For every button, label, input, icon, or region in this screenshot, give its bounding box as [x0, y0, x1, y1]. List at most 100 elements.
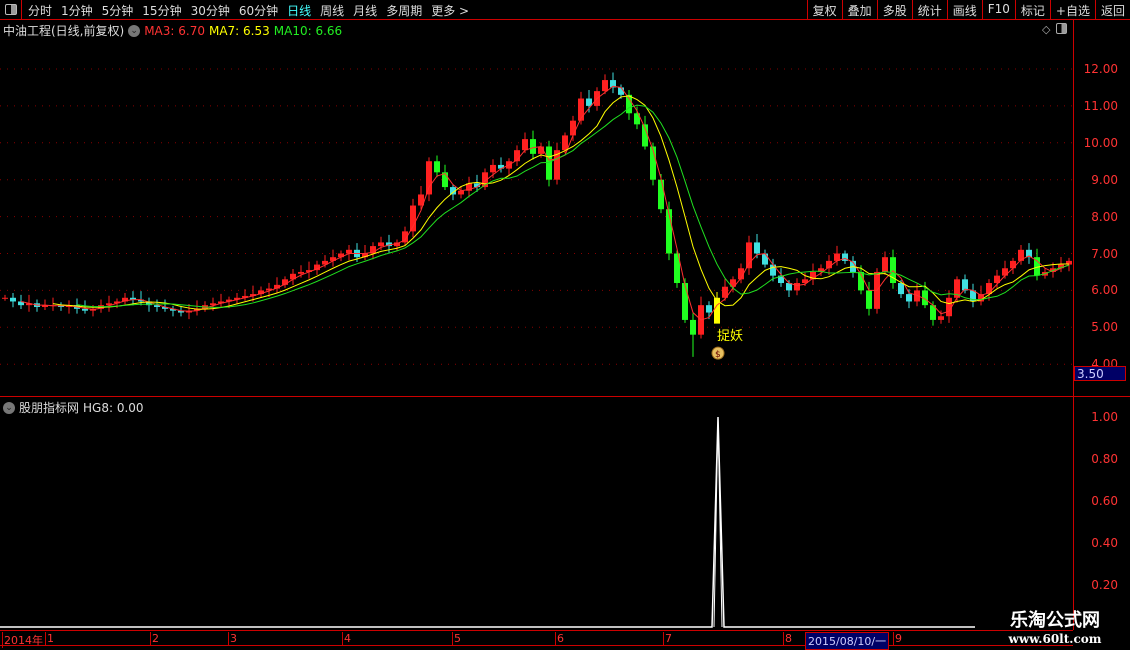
indicator-name: 股朋指标网 — [19, 401, 80, 415]
tab-period-10[interactable]: 更多 > — [431, 4, 470, 18]
candle — [906, 294, 912, 302]
candle — [714, 297, 720, 324]
candle — [882, 257, 888, 272]
time-label: 8 — [783, 632, 792, 645]
chart-icons: ◇ — [1042, 23, 1068, 36]
tab-period-2[interactable]: 5分钟 — [101, 4, 134, 18]
candle — [378, 242, 384, 247]
price-label: 12.00 — [1083, 62, 1118, 76]
candle — [762, 253, 768, 265]
candle — [922, 290, 928, 306]
tab-period-0[interactable]: 分时 — [28, 4, 53, 18]
candle — [530, 139, 536, 154]
toolbar-button-7[interactable]: +自选 — [1049, 0, 1095, 20]
candle — [298, 271, 304, 274]
candle — [794, 283, 800, 291]
toolbar-button-3[interactable]: 统计 — [911, 0, 947, 20]
toolbar-button-5[interactable]: F10 — [981, 0, 1015, 20]
tab-period-3[interactable]: 15分钟 — [142, 4, 182, 18]
candle — [778, 275, 784, 284]
candle — [970, 290, 976, 302]
candle — [642, 124, 648, 147]
tab-period-1[interactable]: 1分钟 — [61, 4, 93, 18]
toolbar-button-1[interactable]: 叠加 — [841, 0, 877, 20]
candle — [962, 279, 968, 291]
current-price-label: 3.50 — [1074, 366, 1126, 381]
candle — [650, 146, 656, 180]
tab-period-5[interactable]: 60分钟 — [238, 4, 279, 18]
main-legend: 中油工程(日线,前复权) ⌄ MA3: 6.70 MA7: 6.53 MA10:… — [3, 22, 342, 39]
candle — [1026, 249, 1032, 258]
candle — [322, 260, 328, 265]
period-tabs: 分时 1分钟 5分钟 15分钟 30分钟 60分钟 日线 周线 月线 多周期 更多 > — [28, 2, 469, 19]
price-label: 6.00 — [1091, 283, 1118, 298]
chevron-down-icon[interactable]: ⌄ — [3, 401, 15, 414]
tab-period-8[interactable]: 月线 — [353, 4, 378, 18]
candle — [474, 183, 480, 188]
candle — [434, 161, 440, 173]
toolbar-button-0[interactable]: 复权 — [806, 0, 842, 20]
candle — [1018, 249, 1024, 261]
toolbar: 分时 1分钟 5分钟 15分钟 30分钟 60分钟 日线 周线 月线 多周期 更多 > 复权 叠加 多股… — [0, 0, 1130, 20]
candle — [386, 242, 392, 247]
candle — [722, 286, 728, 298]
candle — [450, 187, 456, 195]
candle — [442, 172, 448, 188]
candle — [138, 299, 144, 302]
toolbar-button-6[interactable]: 标记 — [1014, 0, 1050, 20]
candle — [730, 279, 736, 287]
dollar-icon: $ — [715, 350, 721, 360]
price-label: 9.00 — [1091, 172, 1118, 187]
candle — [346, 249, 352, 254]
signal-label: 捉妖 — [717, 329, 743, 344]
candle — [554, 150, 560, 180]
candle — [218, 301, 224, 304]
ma10-line — [76, 104, 1070, 308]
watermark: 乐淘公式网 www.60lt.com — [990, 606, 1120, 646]
price-label: 5.00 — [1091, 320, 1118, 335]
candle — [858, 271, 864, 291]
diamond-icon[interactable]: ◇ — [1042, 23, 1051, 36]
candle — [914, 290, 920, 302]
price-label: 8.00 — [1091, 209, 1118, 224]
panel-divider[interactable] — [0, 396, 1130, 397]
toolbar-button-8[interactable]: 返回 — [1094, 0, 1130, 20]
candle — [210, 303, 216, 306]
candle — [490, 164, 496, 173]
candle — [746, 242, 752, 269]
candle — [394, 242, 400, 247]
tab-period-9[interactable]: 多周期 — [386, 4, 423, 18]
candle — [994, 275, 1000, 284]
candle — [1010, 260, 1016, 269]
time-label: 2014年 — [2, 632, 43, 648]
candle — [930, 305, 936, 320]
candle — [618, 87, 624, 95]
candle — [122, 297, 128, 302]
candle — [986, 283, 992, 295]
candle — [466, 183, 472, 191]
toolbar-button-4[interactable]: 画线 — [946, 0, 982, 20]
candle — [18, 301, 24, 306]
panel-toggle-button[interactable] — [0, 0, 22, 20]
candlestick-chart[interactable]: 捉妖 $ — [0, 0, 1073, 630]
candle — [538, 146, 544, 154]
candle — [170, 308, 176, 311]
candle — [282, 279, 288, 285]
indicator-label: 0.60 — [1091, 494, 1118, 508]
candle — [586, 98, 592, 106]
candle — [898, 283, 904, 295]
candle — [266, 288, 272, 291]
candle — [738, 268, 744, 280]
price-axis: 12.00 11.00 10.00 9.00 8.00 7.00 6.00 5.00 4.00 1… — [1073, 20, 1130, 630]
candle — [810, 271, 816, 280]
candle — [178, 310, 184, 313]
candle — [114, 301, 120, 304]
toolbar-button-2[interactable]: 多股 — [876, 0, 912, 20]
tab-period-4[interactable]: 30分钟 — [190, 4, 230, 18]
chevron-down-icon[interactable]: ⌄ — [128, 24, 141, 37]
panel-icon[interactable] — [1056, 23, 1068, 34]
time-label: 3 — [228, 632, 237, 645]
tab-period-7[interactable]: 周线 — [320, 4, 345, 18]
candle — [426, 161, 432, 195]
tab-period-6[interactable]: 日线 — [287, 4, 312, 18]
